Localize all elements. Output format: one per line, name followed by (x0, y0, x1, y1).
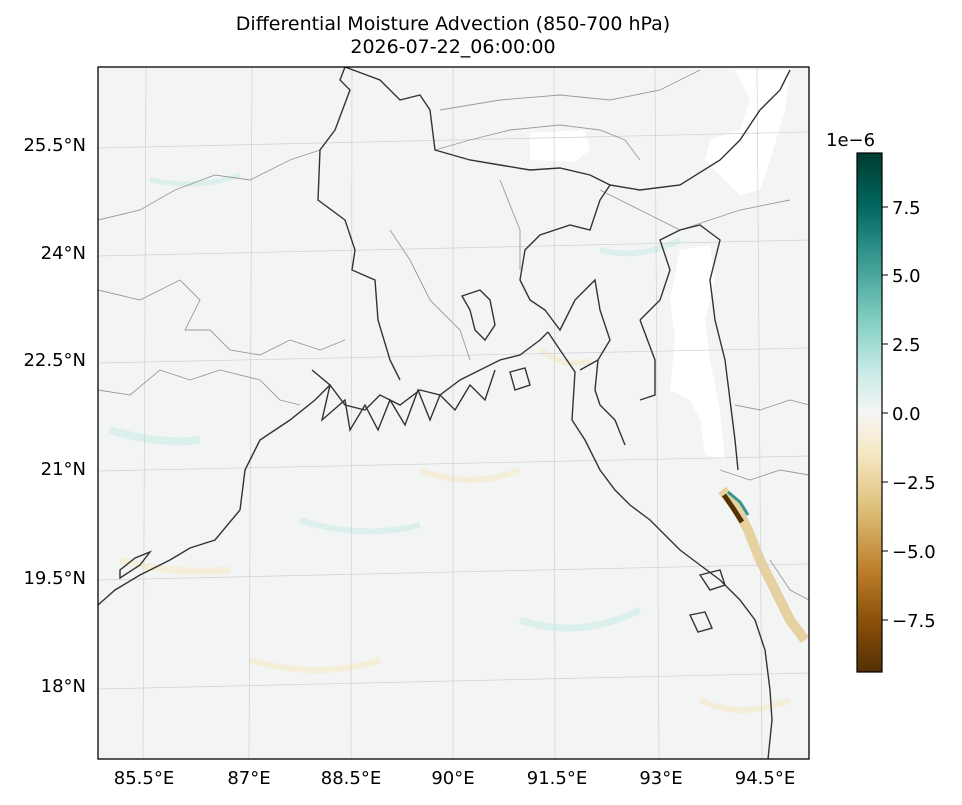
admin-border (98, 129, 336, 221)
coastline-island (698, 569, 726, 591)
border-segment (599, 404, 626, 446)
gridline (756, 67, 763, 759)
map-frame (97, 66, 810, 760)
masked-area (670, 245, 725, 460)
advection-field (108, 172, 792, 713)
field-strip (718, 486, 809, 643)
field-streak (518, 606, 642, 632)
admin-border (734, 399, 809, 411)
border-segment (679, 224, 739, 471)
colorbar-tick-label: 0.0 (892, 404, 921, 425)
admin-border (719, 469, 809, 481)
coastline-segment (98, 331, 549, 606)
field-streak (698, 697, 792, 713)
colorbar-tick-label: 5.0 (892, 266, 921, 287)
field-streak (118, 556, 231, 575)
colorbar: 1e−6 7.5 5.0 2.5 0.0 −2.5 −5.0 −7.5 (826, 130, 936, 673)
gridline (248, 67, 253, 759)
lon-tick-label: 88.5°E (321, 768, 381, 789)
coastal-advection-strip (718, 486, 809, 643)
lat-tick-label: 24°N (41, 243, 86, 264)
chart-title: Differential Moisture Advection (850-700… (236, 13, 670, 35)
colorbar-tick-label: −5.0 (892, 542, 936, 563)
border-segment (317, 129, 401, 381)
lon-tick-label: 94.5°E (735, 768, 795, 789)
colorbar-ticks (882, 206, 888, 621)
admin-border (499, 179, 521, 270)
admin-border (599, 189, 791, 231)
colorbar-tick-label: 7.5 (892, 198, 921, 219)
colorbar-tick-label: −7.5 (892, 611, 936, 632)
lat-tick-label: 19.5°N (23, 568, 86, 589)
admin-borders (98, 69, 809, 601)
map-panel (98, 67, 809, 759)
colorbar-bar (856, 152, 883, 673)
lat-tick-label: 18°N (41, 676, 86, 697)
lat-tick-label: 22.5°N (23, 350, 86, 371)
lon-tick-label: 90°E (431, 768, 474, 789)
gridline (98, 131, 809, 149)
border-segment (334, 67, 351, 131)
colorbar-tick-label: −2.5 (892, 473, 936, 494)
field-strip-strong (721, 493, 745, 524)
lat-tick-label: 21°N (41, 459, 86, 480)
gridline (654, 67, 660, 759)
coastline-island (688, 611, 713, 633)
lon-tick-label: 87°E (227, 768, 270, 789)
field-streak (108, 426, 201, 446)
masked-area (530, 130, 590, 162)
admin-border (439, 69, 701, 111)
gridline (98, 455, 809, 472)
admin-border (769, 559, 809, 601)
coastline-island (509, 367, 531, 391)
field-streak (538, 347, 592, 367)
admin-border (389, 229, 471, 361)
chart-subtitle-time: 2026-07-22_06:00:00 (350, 36, 555, 58)
field-streak (299, 517, 421, 535)
gridline (142, 67, 147, 759)
gridline (98, 672, 809, 690)
lon-tick-label: 93°E (639, 768, 682, 789)
sundarbans-coast (311, 369, 496, 432)
coastline (98, 67, 791, 759)
gridline (553, 67, 556, 759)
gridline (98, 563, 809, 581)
coastline-segment (547, 331, 773, 759)
border-segment (639, 319, 656, 401)
border-segment (609, 69, 791, 191)
coastline-island (119, 550, 153, 580)
admin-border (98, 369, 301, 406)
gridline (98, 239, 809, 257)
lon-tick-label: 85.5°E (114, 768, 174, 789)
field-streak (418, 467, 522, 483)
border-segment (460, 289, 496, 342)
colorbar-exponent-label: 1e−6 (826, 130, 875, 151)
admin-border (434, 124, 641, 161)
border-segment (639, 229, 681, 321)
gridline (98, 347, 809, 364)
border-segment (519, 184, 611, 371)
gridline (350, 67, 353, 759)
field-streak (599, 237, 682, 257)
lat-tick-label: 25.5°N (23, 135, 86, 156)
gridlines (98, 67, 809, 759)
border-segment (594, 359, 601, 406)
border-segment (344, 67, 611, 186)
admin-border (98, 279, 346, 356)
field-streak (249, 657, 381, 673)
colorbar-tick-label: 2.5 (892, 335, 921, 356)
lon-tick-label: 91.5°E (527, 768, 587, 789)
field-strip-positive (727, 490, 750, 516)
